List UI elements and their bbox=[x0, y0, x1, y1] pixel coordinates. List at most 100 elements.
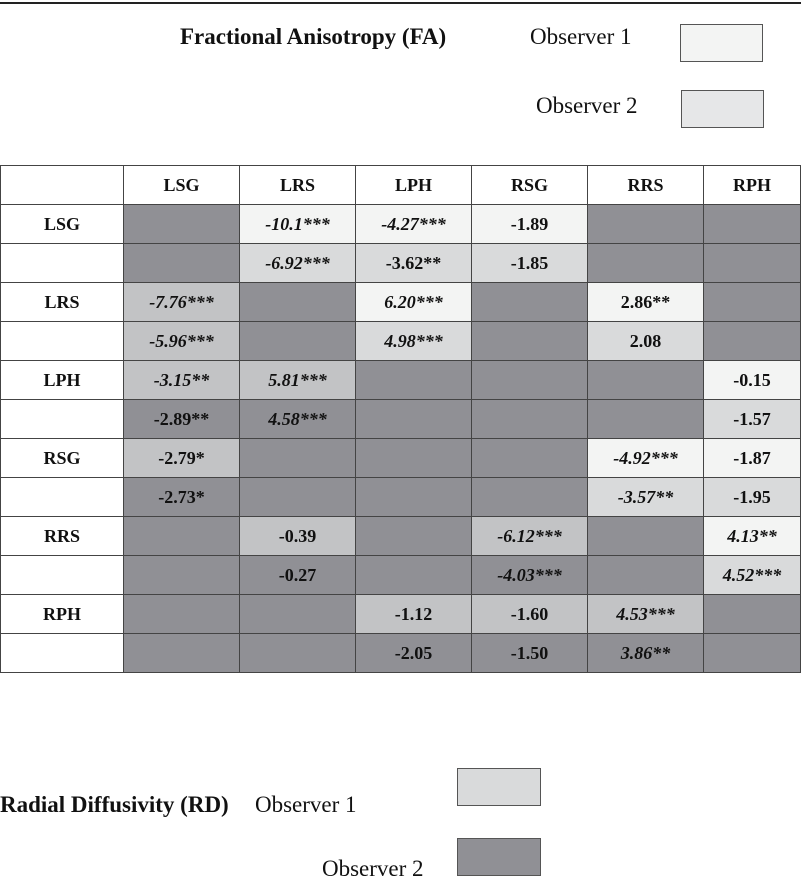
top-rule bbox=[0, 2, 801, 4]
fa-legend-title: Fractional Anisotropy (FA) bbox=[180, 24, 447, 49]
rd-observer2-swatch bbox=[457, 838, 541, 876]
table-row: RSG -2.79* -4.92*** -1.87 bbox=[0, 438, 801, 478]
table-cell: -6.92*** bbox=[239, 243, 356, 283]
table-cell: -1.12 bbox=[355, 594, 472, 634]
table-cell bbox=[587, 204, 704, 244]
table-row: -2.73* -3.57** -1.95 bbox=[0, 477, 801, 517]
matrix-header: LSG LRS LPH RSG RRS RPH bbox=[0, 165, 801, 205]
rd-legend-title: Radial Diffusivity (RD) bbox=[0, 792, 229, 817]
row-label bbox=[0, 633, 124, 673]
table-cell: -2.79* bbox=[123, 438, 240, 478]
table-cell bbox=[703, 204, 801, 244]
table-cell bbox=[355, 555, 472, 595]
table-row: LPH -3.15** 5.81*** -0.15 bbox=[0, 360, 801, 400]
fa-observer2-swatch bbox=[681, 90, 764, 128]
row-label bbox=[0, 243, 124, 283]
table-cell bbox=[703, 282, 801, 322]
column-header-lsg: LSG bbox=[123, 165, 240, 205]
fa-observer1-swatch bbox=[680, 24, 763, 62]
row-label bbox=[0, 399, 124, 439]
table-cell: 6.20*** bbox=[355, 282, 472, 322]
table-cell bbox=[123, 516, 240, 556]
table-cell bbox=[471, 321, 588, 361]
row-label: LSG bbox=[0, 204, 124, 244]
header-corner bbox=[0, 165, 124, 205]
table-cell: 4.13** bbox=[703, 516, 801, 556]
row-label: LPH bbox=[0, 360, 124, 400]
table-cell: -3.57** bbox=[587, 477, 704, 517]
table-cell: -1.50 bbox=[471, 633, 588, 673]
table-cell bbox=[703, 321, 801, 361]
table-row: -5.96*** 4.98*** 2.08 bbox=[0, 321, 801, 361]
table-cell: -0.39 bbox=[239, 516, 356, 556]
table-cell bbox=[355, 477, 472, 517]
table-cell bbox=[239, 633, 356, 673]
fa-observer2-label: Observer 2 bbox=[536, 93, 638, 118]
table-cell: -1.85 bbox=[471, 243, 588, 283]
table-cell bbox=[239, 321, 356, 361]
table-cell bbox=[355, 516, 472, 556]
column-header-rph: RPH bbox=[703, 165, 801, 205]
table-cell bbox=[471, 360, 588, 400]
table-cell bbox=[587, 516, 704, 556]
row-label: RSG bbox=[0, 438, 124, 478]
table-cell bbox=[587, 360, 704, 400]
table-cell bbox=[123, 243, 240, 283]
table-cell bbox=[703, 243, 801, 283]
table-cell: -3.15** bbox=[123, 360, 240, 400]
table-cell bbox=[587, 243, 704, 283]
row-label bbox=[0, 555, 124, 595]
table-cell bbox=[471, 282, 588, 322]
table-cell: -1.87 bbox=[703, 438, 801, 478]
table-cell bbox=[123, 633, 240, 673]
table-cell: -1.95 bbox=[703, 477, 801, 517]
fa-observer1-label: Observer 1 bbox=[530, 24, 632, 49]
table-cell: 3.86** bbox=[587, 633, 704, 673]
table-cell bbox=[587, 555, 704, 595]
rd-observer1-swatch bbox=[457, 768, 541, 806]
table-cell bbox=[239, 594, 356, 634]
table-cell: -5.96*** bbox=[123, 321, 240, 361]
table-cell: 2.86** bbox=[587, 282, 704, 322]
table-cell: -7.76*** bbox=[123, 282, 240, 322]
table-row: -2.05 -1.50 3.86** bbox=[0, 633, 801, 673]
table-row: RRS -0.39 -6.12*** 4.13** bbox=[0, 516, 801, 556]
table-cell bbox=[471, 438, 588, 478]
table-cell: -2.73* bbox=[123, 477, 240, 517]
table-cell: 4.53*** bbox=[587, 594, 704, 634]
table-cell bbox=[355, 360, 472, 400]
table-cell bbox=[471, 399, 588, 439]
table-cell: -0.15 bbox=[703, 360, 801, 400]
table-cell: -1.89 bbox=[471, 204, 588, 244]
row-label bbox=[0, 477, 124, 517]
table-row: LSG -10.1*** -4.27*** -1.89 bbox=[0, 204, 801, 244]
rd-observer1-label: Observer 1 bbox=[255, 792, 357, 817]
table-cell bbox=[123, 594, 240, 634]
row-label bbox=[0, 321, 124, 361]
table-cell: -2.89** bbox=[123, 399, 240, 439]
table-cell: -1.60 bbox=[471, 594, 588, 634]
table-row: RPH -1.12 -1.60 4.53*** bbox=[0, 594, 801, 634]
table-cell bbox=[587, 399, 704, 439]
rd-observer2-label: Observer 2 bbox=[322, 856, 424, 881]
row-label: RPH bbox=[0, 594, 124, 634]
matrix-body: LSG -10.1*** -4.27*** -1.89 -6.92*** -3.62** -… bbox=[0, 204, 801, 673]
table-cell: -3.62** bbox=[355, 243, 472, 283]
table-cell: -10.1*** bbox=[239, 204, 356, 244]
table-cell: 4.98*** bbox=[355, 321, 472, 361]
table-cell: -4.92*** bbox=[587, 438, 704, 478]
table-cell bbox=[471, 477, 588, 517]
table-cell bbox=[239, 282, 356, 322]
table-cell: -4.27*** bbox=[355, 204, 472, 244]
column-header-lph: LPH bbox=[355, 165, 472, 205]
table-row: LRS -7.76*** 6.20*** 2.86** bbox=[0, 282, 801, 322]
comparison-matrix-table: LSG LRS LPH RSG RRS RPH LSG -10.1*** -4.27*** -1… bbox=[0, 165, 801, 673]
table-row: -0.27 -4.03*** 4.52*** bbox=[0, 555, 801, 595]
table-cell bbox=[703, 594, 801, 634]
column-header-rsg: RSG bbox=[471, 165, 588, 205]
column-header-rrs: RRS bbox=[587, 165, 704, 205]
table-row: -6.92*** -3.62** -1.85 bbox=[0, 243, 801, 283]
table-cell bbox=[239, 477, 356, 517]
table-cell bbox=[703, 633, 801, 673]
table-cell: 5.81*** bbox=[239, 360, 356, 400]
